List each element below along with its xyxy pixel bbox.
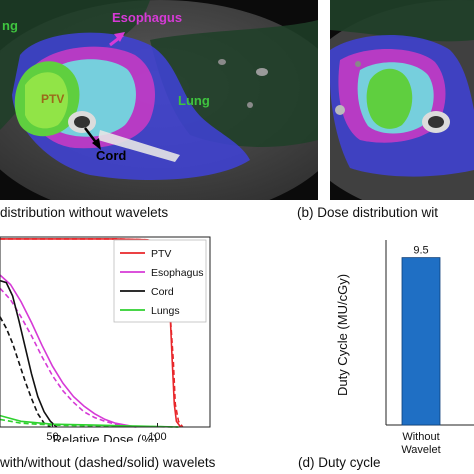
- dvh-chart: 50 100 Relative Dose (%) PTV Esophagus Cord…: [0, 236, 211, 442]
- caption-a: distribution without wavelets: [0, 205, 169, 220]
- dvh-legend-label-cord: Cord: [151, 286, 174, 298]
- dvh-legend: PTV Esophagus Cord Lungs: [113, 239, 207, 323]
- dvh-line-esophagus-dashed: [0, 287, 137, 428]
- cord-label: Cord: [96, 148, 126, 163]
- dvh-legend-label-esophagus: Esophagus: [151, 267, 204, 279]
- duty-category-label: Wavelet: [401, 444, 440, 455]
- duty-bar-data-label: 9.5: [413, 245, 428, 257]
- ptv-label: PTV: [41, 92, 64, 106]
- dvh-line-cord-dashed: [0, 316, 51, 428]
- caption-b: (b) Dose distribution wit: [297, 205, 439, 220]
- panel-b-dose-map: [330, 0, 474, 200]
- dvh-line-ptv-dashed: [0, 238, 184, 428]
- caption-d: (d) Duty cycle: [298, 455, 381, 470]
- dvh-legend-label-ptv: PTV: [151, 248, 171, 260]
- panel-a-ct-image: Esophagus PTV Lung ng Cord: [0, 0, 318, 200]
- dvh-line-esophagus-solid: [0, 274, 137, 428]
- lung-label: Lung: [178, 93, 210, 108]
- panel-b-ct-image: [330, 0, 474, 200]
- panel-a-dose-map: Esophagus PTV Lung ng Cord: [0, 0, 318, 200]
- dvh-legend-label-lungs: Lungs: [151, 305, 180, 317]
- dvh-line-cord-solid: [0, 279, 58, 428]
- duty-y-axis-label: Duty Cycle (MU/cGy): [335, 274, 350, 396]
- duty-bar: [401, 257, 441, 426]
- dvh-x-axis-label: Relative Dose (%): [53, 432, 158, 442]
- caption-c: with/without (dashed/solid) wavelets: [0, 455, 216, 470]
- esophagus-label: Esophagus: [112, 10, 182, 25]
- lung-label-partial: ng: [2, 18, 18, 33]
- dvh-plot-frame: [0, 236, 211, 428]
- dvh-line-lungs-dashed: [0, 418, 179, 428]
- dvh-line-lungs-solid: [0, 414, 179, 428]
- dvh-x-tick-label: 50: [46, 431, 58, 442]
- duty-category-label: Without: [402, 431, 439, 443]
- dvh-x-tick-label: 100: [148, 431, 166, 442]
